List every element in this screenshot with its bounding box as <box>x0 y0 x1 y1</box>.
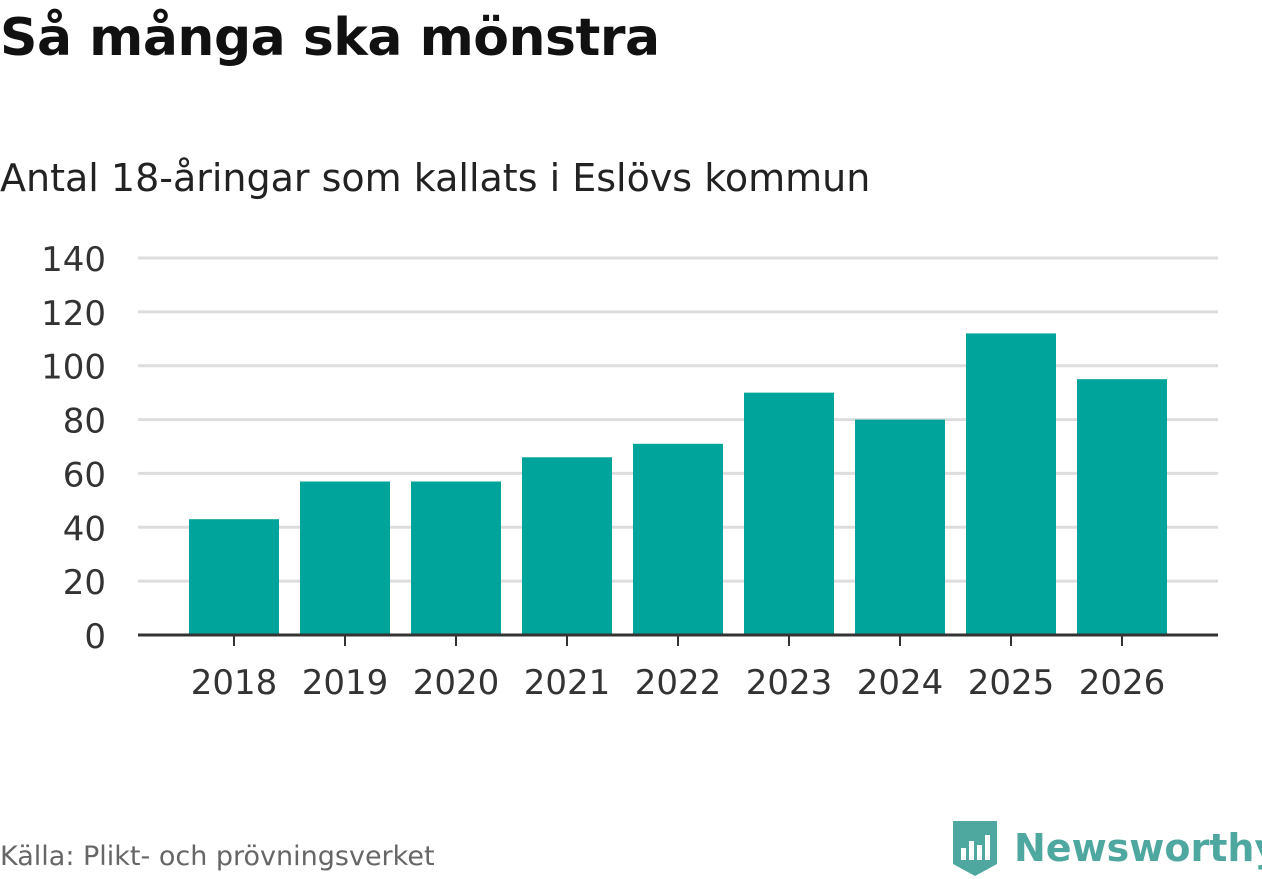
bar-2025 <box>966 333 1056 635</box>
bar-2019 <box>300 481 390 635</box>
x-tick-label: 2023 <box>746 663 833 703</box>
chart-subtitle: Antal 18-åringar som kallats i Eslövs ko… <box>0 156 871 200</box>
x-tick-label: 2024 <box>857 663 944 703</box>
bar-2024 <box>855 419 945 635</box>
x-tick-label: 2022 <box>635 663 722 703</box>
x-tick-label: 2020 <box>413 663 500 703</box>
x-tick-label: 2019 <box>302 663 389 703</box>
bar-2026 <box>1077 379 1167 635</box>
x-tick-label: 2026 <box>1079 663 1166 703</box>
bar-2020 <box>411 481 501 635</box>
y-tick-label: 140 <box>41 240 106 280</box>
y-tick-labels: 0 20 40 60 80 100 120 140 <box>41 240 106 657</box>
y-tick-label: 0 <box>84 617 106 657</box>
x-tick-labels: 2018 2019 2020 2021 2022 2023 2024 2025 2026 <box>191 663 1166 703</box>
y-tick-label: 20 <box>63 563 106 603</box>
bars <box>189 333 1167 635</box>
brand-name: Newsworthy <box>1014 826 1262 870</box>
source-note: Källa: Plikt- och prövningsverket <box>0 841 435 872</box>
bar-2018 <box>189 519 279 635</box>
y-tick-label: 100 <box>41 348 106 388</box>
bar-2023 <box>744 392 834 635</box>
y-tick-label: 40 <box>63 509 106 549</box>
brand-logo: Newsworthy <box>950 818 1262 878</box>
newsworthy-logo-icon <box>953 821 997 876</box>
chart-title: Så många ska mönstra <box>0 8 660 68</box>
x-axis <box>138 633 1218 646</box>
x-tick-label: 2025 <box>968 663 1055 703</box>
x-tick-label: 2018 <box>191 663 278 703</box>
y-tick-label: 80 <box>63 402 106 442</box>
bar-2021 <box>522 457 612 635</box>
y-tick-label: 60 <box>63 455 106 495</box>
y-tick-label: 120 <box>41 294 106 334</box>
x-tick-label: 2021 <box>524 663 611 703</box>
bar-2022 <box>633 443 723 635</box>
